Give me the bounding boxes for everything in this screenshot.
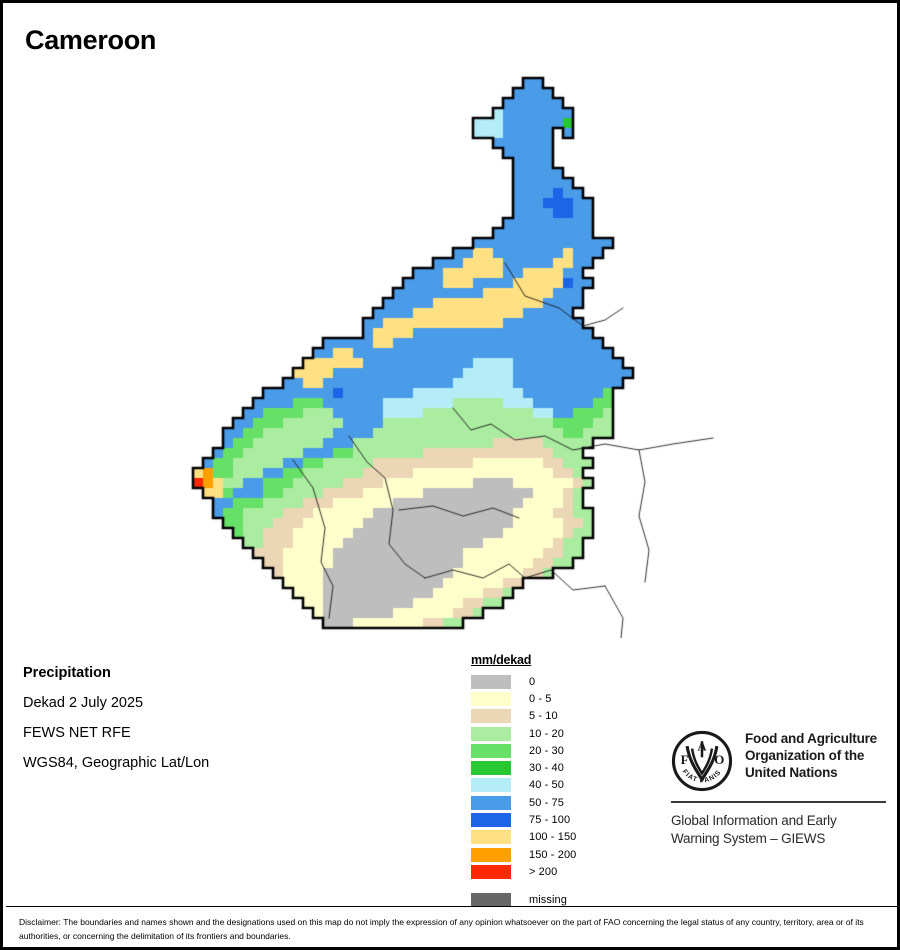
svg-text:O: O	[714, 752, 724, 767]
fao-divider	[671, 801, 886, 803]
legend-item-5[interactable]: 30 - 40	[471, 759, 641, 776]
legend-swatch	[471, 743, 511, 758]
info-source: FEWS NET RFE	[23, 725, 131, 741]
legend-swatch	[471, 761, 511, 776]
legend-item-0[interactable]: 0	[471, 673, 641, 690]
legend-swatch	[471, 893, 511, 908]
legend-item-3[interactable]: 10 - 20	[471, 725, 641, 742]
map-info-block: Precipitation Dekad 2 July 2025 FEWS NET…	[23, 658, 323, 778]
disclaimer-separator	[6, 906, 900, 907]
legend-label: 0	[529, 675, 536, 688]
legend-swatch	[471, 813, 511, 828]
fao-programme-name: Global Information and Early Warning Sys…	[671, 813, 837, 846]
legend-label: 30 - 40	[529, 762, 564, 775]
svg-text:F: F	[681, 752, 689, 767]
legend-label: missing	[529, 894, 567, 907]
legend-swatch	[471, 709, 511, 724]
legend-item-4[interactable]: 20 - 30	[471, 742, 641, 759]
info-variable: Precipitation	[23, 665, 111, 681]
legend-swatch	[471, 830, 511, 845]
legend-label: 0 - 5	[529, 692, 552, 705]
legend-swatch	[471, 778, 511, 793]
legend-title: mm/dekad	[471, 653, 532, 667]
legend-swatch	[471, 674, 511, 689]
legend-label: 5 - 10	[529, 710, 558, 723]
legend-item-10[interactable]: 150 - 200	[471, 846, 641, 863]
legend-item-6[interactable]: 40 - 50	[471, 777, 641, 794]
legend-swatch	[471, 691, 511, 706]
page-title: Cameroon	[25, 25, 157, 55]
legend-item-1[interactable]: 0 - 5	[471, 690, 641, 707]
map-raster-canvas[interactable]	[153, 58, 753, 638]
legend-label: > 200	[529, 865, 558, 878]
legend-label: 10 - 20	[529, 727, 564, 740]
info-dekad: Dekad 2 July 2025	[23, 695, 144, 711]
legend-item-8[interactable]: 75 - 100	[471, 811, 641, 828]
legend-label: 20 - 30	[529, 744, 564, 757]
disclaimer-text: Disclaimer: The boundaries and names sho…	[19, 917, 864, 941]
legend-item-7[interactable]: 50 - 75	[471, 794, 641, 811]
legend-swatch	[471, 726, 511, 741]
legend-item-9[interactable]: 100 - 150	[471, 829, 641, 846]
svg-text:A: A	[698, 739, 707, 753]
fao-organization-name: Food and Agriculture Organization of the…	[745, 731, 877, 780]
fao-branding: A F O FIAT PANIS Food and Agriculture Or…	[671, 730, 886, 848]
legend-swatch	[471, 847, 511, 862]
legend-item-11[interactable]: > 200	[471, 863, 641, 880]
info-projection: WGS84, Geographic Lat/Lon	[23, 755, 210, 771]
legend-label: 100 - 150	[529, 831, 577, 844]
legend-label: 75 - 100	[529, 814, 571, 827]
legend-item-missing[interactable]: missing	[471, 892, 641, 909]
legend-label: 50 - 75	[529, 796, 564, 809]
legend-swatch	[471, 795, 511, 810]
precipitation-map[interactable]	[153, 58, 753, 638]
legend: mm/dekad 0 0 - 5 5 - 10 10 - 20 20 - 30 30 - …	[471, 653, 641, 909]
legend-label: 150 - 200	[529, 848, 577, 861]
legend-item-2[interactable]: 5 - 10	[471, 708, 641, 725]
legend-items: 0 0 - 5 5 - 10 10 - 20 20 - 30 30 - 40 40 - 50…	[471, 673, 641, 909]
fao-logo-icon: A F O FIAT PANIS	[671, 730, 733, 792]
legend-label: 40 - 50	[529, 779, 564, 792]
legend-swatch	[471, 864, 511, 879]
